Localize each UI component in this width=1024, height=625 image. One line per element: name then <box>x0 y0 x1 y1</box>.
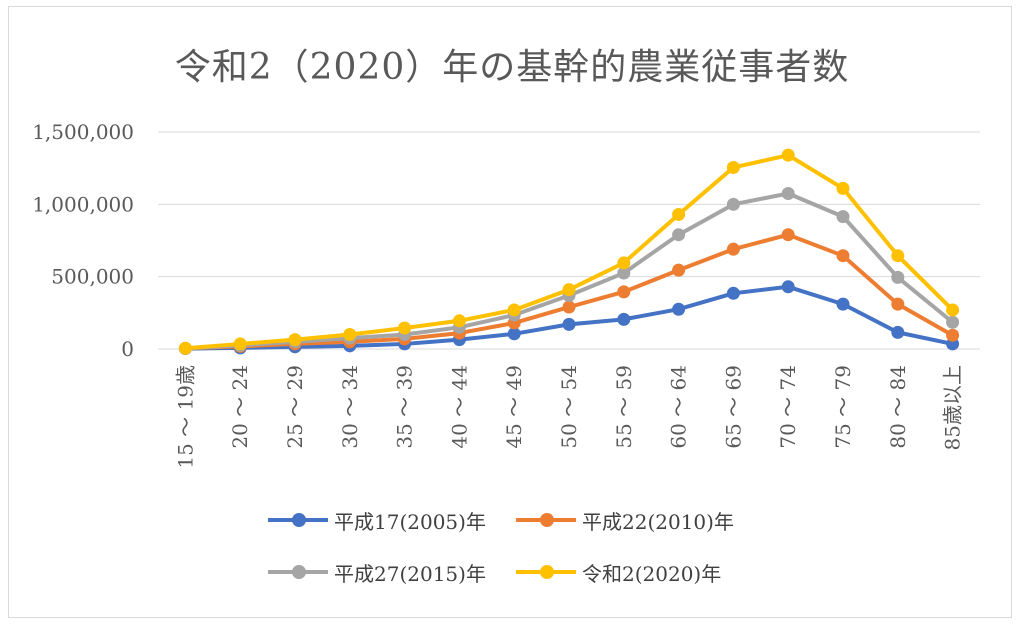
data-point <box>726 197 740 211</box>
data-point <box>288 333 302 347</box>
x-tick-label: 55 ～ 59 <box>612 365 636 449</box>
data-point <box>726 242 740 256</box>
legend-item-2010: 平成22(2010)年 <box>516 505 734 535</box>
data-point <box>617 266 631 280</box>
data-point <box>672 228 686 242</box>
data-point <box>836 210 850 224</box>
x-tick-label: 75 ～ 79 <box>831 365 855 449</box>
x-tick-label: 65 ～ 69 <box>721 365 745 449</box>
x-tick-label: 15 ～ 19歳 <box>173 365 197 469</box>
legend-swatch-2020 <box>516 557 576 587</box>
y-tick-label: 500,000 <box>51 265 134 289</box>
data-point <box>562 300 576 314</box>
legend-item-2005: 平成17(2005)年 <box>268 505 486 535</box>
y-tick-label: 1,000,000 <box>32 192 134 216</box>
legend-swatch-2005 <box>268 505 328 535</box>
x-tick-label: 30 ～ 34 <box>338 365 362 449</box>
x-tick-label: 50 ～ 54 <box>557 365 581 449</box>
data-point <box>836 249 850 263</box>
legend-item-2020: 令和2(2020)年 <box>516 557 721 587</box>
x-tick-label: 40 ～ 44 <box>447 365 471 449</box>
y-tick-label: 0 <box>121 337 134 361</box>
data-point <box>891 270 905 284</box>
x-tick-label: 45 ～ 49 <box>502 365 526 449</box>
data-point <box>617 256 631 270</box>
x-tick-label: 60 ～ 64 <box>667 365 691 449</box>
data-point <box>343 328 357 342</box>
data-point <box>726 160 740 174</box>
data-point <box>617 312 631 326</box>
data-point <box>672 207 686 221</box>
data-point <box>178 341 192 355</box>
data-point <box>836 297 850 311</box>
data-point <box>507 327 521 341</box>
legend-item-2015: 平成27(2015)年 <box>268 557 486 587</box>
x-tick-label: 25 ～ 29 <box>283 365 307 449</box>
data-point <box>781 148 795 162</box>
legend-label-2005: 平成17(2005)年 <box>334 509 486 534</box>
legend-label-2015: 平成27(2015)年 <box>334 561 486 586</box>
data-point <box>452 314 466 328</box>
data-point <box>781 280 795 294</box>
data-point <box>946 315 960 329</box>
legend-label-2010: 平成22(2010)年 <box>582 509 734 534</box>
data-point <box>836 181 850 195</box>
data-point <box>946 303 960 317</box>
legend-swatch-2010 <box>516 505 576 535</box>
data-point <box>891 297 905 311</box>
data-point <box>617 285 631 299</box>
x-tick-label: 70 ～ 74 <box>776 365 800 449</box>
chart-title: 令和2（2020）年の基幹的農業従事者数 <box>174 47 850 88</box>
x-tick-label: 80 ～ 84 <box>886 365 910 449</box>
data-point <box>672 302 686 316</box>
data-point <box>672 263 686 277</box>
data-point <box>781 186 795 200</box>
data-point <box>726 286 740 300</box>
data-point <box>233 337 247 351</box>
x-tick-label: 85歳以上 <box>941 365 965 450</box>
x-tick-label: 20 ～ 24 <box>228 365 252 449</box>
data-point <box>398 321 412 335</box>
data-point <box>562 317 576 331</box>
data-point <box>891 325 905 339</box>
data-point <box>781 228 795 242</box>
data-point <box>946 328 960 342</box>
x-tick-label: 35 ～ 39 <box>393 365 417 449</box>
data-point <box>891 249 905 263</box>
y-tick-label: 1,500,000 <box>32 120 134 144</box>
data-point <box>562 283 576 297</box>
data-point <box>507 303 521 317</box>
legend-swatch-2015 <box>268 557 328 587</box>
legend-label-2020: 令和2(2020)年 <box>582 561 722 586</box>
